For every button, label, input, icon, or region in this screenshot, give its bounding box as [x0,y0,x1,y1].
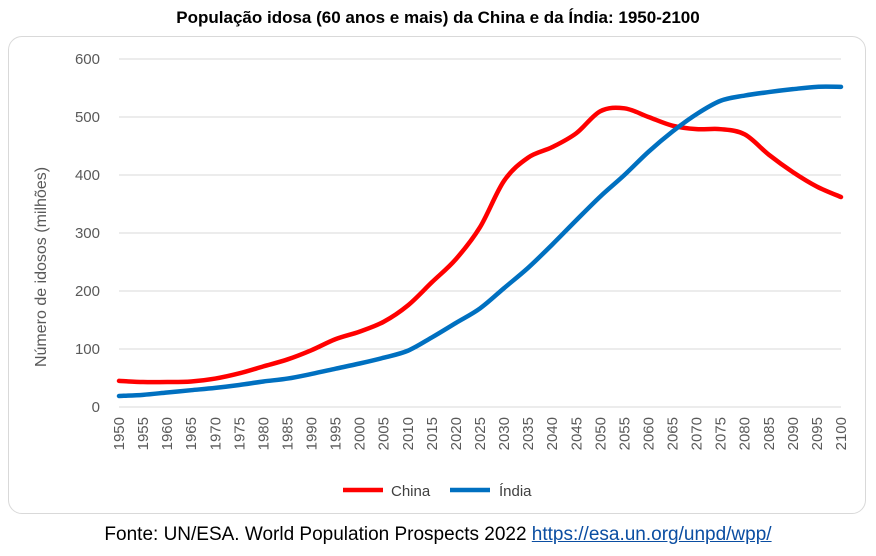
y-tick-label: 600 [75,51,100,68]
y-tick-label: 400 [75,167,100,184]
chart-title: População idosa (60 anos e mais) da Chin… [176,8,700,27]
x-tick-label: 1995 [328,417,345,450]
source-text: Fonte: UN/ESA. World Population Prospect… [104,524,532,545]
x-tick-label: 2045 [568,417,585,450]
x-tick-label: 1960 [159,417,176,450]
y-tick-label: 0 [92,399,100,416]
line-chart: 0 100 200 300 400 500 600 1950 1955 1960 1965 1970… [33,51,850,500]
series-lines [116,84,844,399]
x-tick-label: 1990 [304,417,321,450]
x-tick-label: 2000 [352,417,369,450]
legend-label: China [391,483,431,500]
x-tick-label: 2060 [640,417,657,450]
x-tick-label: 1985 [279,417,296,450]
source-link[interactable]: https://esa.un.org/unpd/wpp/ [531,524,772,545]
x-tick-label: 1975 [231,417,248,450]
x-tick-label: 2065 [665,417,682,450]
x-tick-label: 2040 [544,417,561,450]
source-note: Fonte: UN/ESA. World Population Prospect… [0,524,876,546]
legend: China Índia [343,483,532,500]
x-tick-label: 2055 [616,417,633,450]
gridlines [119,58,841,408]
x-axis-ticks: 1950 1955 1960 1965 1970 1975 1980 1985 1990 1995… [111,417,850,450]
x-tick-label: 1950 [111,417,128,450]
x-tick-label: 2025 [472,417,489,450]
x-tick-label: 2100 [833,417,850,450]
x-tick-label: 2005 [376,417,393,450]
x-tick-label: 1965 [183,417,200,450]
x-tick-label: 2020 [448,417,465,450]
x-tick-label: 1980 [255,417,272,450]
x-tick-label: 2070 [689,417,706,450]
x-tick-label: 1955 [135,417,152,450]
x-tick-label: 2015 [424,417,441,450]
x-tick-label: 2030 [496,417,513,450]
y-tick-label: 200 [75,283,100,300]
x-tick-label: 2050 [592,417,609,450]
x-tick-label: 2080 [737,417,754,450]
x-tick-label: 2035 [520,417,537,450]
y-tick-label: 300 [75,225,100,242]
x-tick-label: 2075 [713,417,730,450]
series-line-1 [116,84,844,399]
x-tick-label: 2095 [809,417,826,450]
x-tick-label: 2090 [785,417,802,450]
x-tick-label: 2085 [761,417,778,450]
series-line-0 [116,105,844,385]
y-axis-ticks: 0 100 200 300 400 500 600 [75,51,100,416]
y-tick-label: 100 [75,341,100,358]
y-axis-title: Número de idosos (milhões) [33,167,50,367]
x-tick-label: 1970 [207,417,224,450]
y-tick-label: 500 [75,109,100,126]
x-tick-label: 2010 [400,417,417,450]
legend-label: Índia [499,483,532,500]
